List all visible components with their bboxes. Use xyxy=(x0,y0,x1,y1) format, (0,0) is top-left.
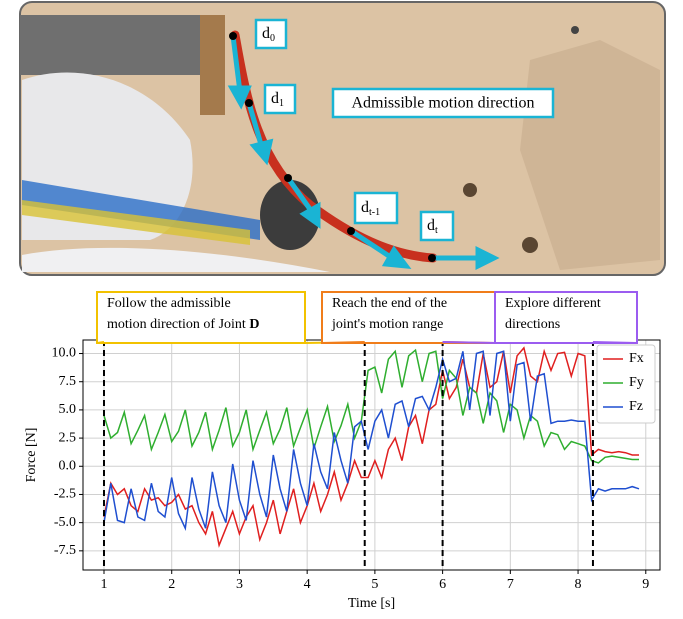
robot-base xyxy=(22,247,330,272)
x-tick-label: 5 xyxy=(371,577,378,592)
legend-box xyxy=(596,344,656,424)
y-tick-label: 2.5 xyxy=(59,430,77,445)
annotation-leg xyxy=(592,341,638,344)
x-tick-label: 7 xyxy=(507,577,514,592)
x-tick-label: 2 xyxy=(168,577,175,592)
key-points xyxy=(229,32,436,262)
x-tick-label: 9 xyxy=(642,577,649,592)
hole xyxy=(522,237,538,253)
hole xyxy=(463,183,477,197)
y-tick-label: 7.5 xyxy=(59,374,77,389)
y-tick-label: -2.5 xyxy=(54,487,76,502)
series-line xyxy=(103,348,639,464)
x-tick-label: 6 xyxy=(439,577,446,592)
label-box xyxy=(254,18,288,50)
label-sub: 0 xyxy=(270,33,275,44)
label-sub: t-1 xyxy=(369,207,380,218)
cables xyxy=(22,200,250,245)
annotation-line: joint's motion range xyxy=(331,317,443,332)
annotation-leg xyxy=(321,341,365,344)
annotation-line: Reach the end of the xyxy=(332,296,447,311)
y-tick-label: -5.0 xyxy=(54,515,76,530)
legend-label: Fy xyxy=(629,375,644,390)
point-label: d1 xyxy=(271,90,284,110)
annotation-box xyxy=(494,291,638,344)
label-base: d xyxy=(271,90,279,107)
photo-caption: Admissible motion direction xyxy=(351,95,534,112)
annotation-box xyxy=(96,291,306,344)
caption-box xyxy=(331,87,555,119)
hole xyxy=(571,26,579,34)
point-label: dt-1 xyxy=(361,199,380,219)
x-tick-label: 8 xyxy=(575,577,582,592)
label-base: d xyxy=(361,199,369,216)
label-base: d xyxy=(427,217,435,234)
point-label: dt xyxy=(427,217,438,237)
series-line xyxy=(103,346,639,548)
annotation-text: directions xyxy=(505,317,560,332)
legend-label: Fz xyxy=(629,399,643,414)
annotation-text: motion direction of Joint D xyxy=(107,317,259,332)
y-tick-label: 10.0 xyxy=(52,346,77,361)
annotation-text: Follow the admissible xyxy=(107,296,231,311)
annotation-line: Follow the admissible xyxy=(107,296,231,311)
label-box xyxy=(263,83,297,115)
label-box xyxy=(419,210,455,242)
label-sub: 1 xyxy=(279,98,284,109)
series-line xyxy=(103,350,640,531)
y-tick-label: 0.0 xyxy=(59,458,77,473)
bracket xyxy=(20,15,220,75)
annotation-emphasis: D xyxy=(249,317,259,332)
label-box xyxy=(353,191,399,225)
x-tick-label: 4 xyxy=(304,577,311,592)
mount xyxy=(200,15,225,115)
annotation-line: directions xyxy=(505,317,560,332)
annotation-line: motion direction of Joint xyxy=(107,317,249,332)
x-tick-label: 1 xyxy=(100,577,107,592)
y-tick-label: -7.5 xyxy=(54,543,76,558)
photo: Admissible motion direction xyxy=(19,1,666,276)
y-axis-label: Force [N] xyxy=(24,428,39,483)
direction-arrows xyxy=(227,35,500,271)
label-sub: t xyxy=(435,225,438,236)
x-tick-label: 3 xyxy=(236,577,243,592)
point-label: d0 xyxy=(262,25,275,45)
annotation-text: Reach the end of the xyxy=(332,296,447,311)
wood-piece xyxy=(520,40,660,270)
label-base: d xyxy=(262,25,270,42)
legend-label: Fx xyxy=(629,351,644,366)
x-axis-label: Time [s] xyxy=(348,596,395,611)
y-tick-label: 5.0 xyxy=(59,402,77,417)
annotation-text: Explore different xyxy=(505,296,601,311)
annotation-leg xyxy=(442,341,496,344)
plot-frame xyxy=(82,339,661,571)
annotation-text: joint's motion range xyxy=(331,317,443,332)
annotation-leg xyxy=(96,341,105,344)
annotation-line: Explore different xyxy=(505,296,601,311)
